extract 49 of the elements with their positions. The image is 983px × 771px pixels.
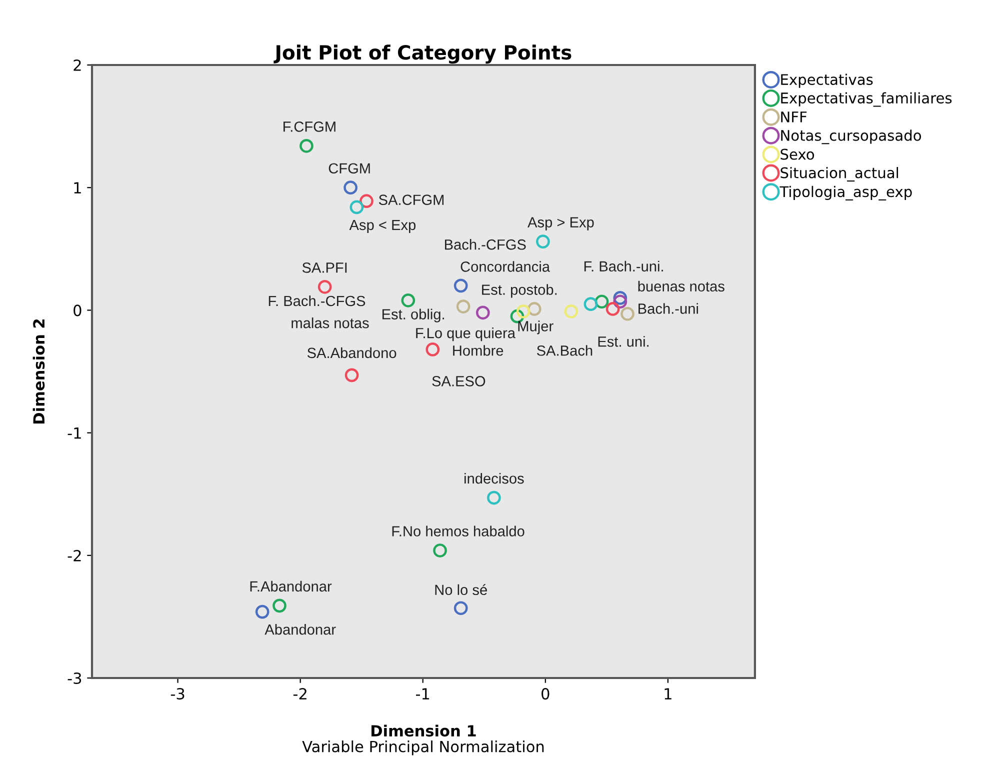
- annotation: F. Bach.-uni.: [584, 260, 663, 272]
- legend-label: Expectativas_familiares: [781, 92, 952, 107]
- annotation: SA.Abandono: [307, 347, 396, 358]
- annotation: Bach.-CFGS: [445, 239, 526, 250]
- annotation: malas notas: [292, 318, 369, 328]
- annotation: F.Lo que quiera: [416, 328, 516, 342]
- y-tick-label: -2: [68, 550, 81, 562]
- legend-label: Situacion_actual: [780, 167, 898, 182]
- annotation: buenas notas: [638, 280, 724, 292]
- legend-label: Tipologia_asp_exp: [780, 186, 912, 200]
- y-tick-label: 2: [74, 59, 81, 71]
- text: Variable Principal Normalization: [302, 740, 544, 756]
- y-axis-title: Dimension 2: [32, 319, 45, 424]
- x-tick-label: -2: [293, 688, 306, 700]
- y-tick-label: 1: [74, 182, 81, 194]
- annotation: F.Abandonar: [250, 580, 332, 592]
- x-tick-label: -3: [170, 688, 184, 700]
- annotation: Asp > Exp: [528, 217, 594, 230]
- x-tick-label: 0: [542, 688, 550, 700]
- x-tick-label: 1: [664, 688, 672, 700]
- annotation: Bach.-uni: [638, 303, 698, 314]
- annotation: CFGM: [328, 163, 370, 174]
- x-tick-label: -1: [416, 688, 430, 700]
- legend-label: Notas_cursopasado: [781, 130, 921, 144]
- y-tick-label: 0: [74, 304, 82, 316]
- annotation: SA.PFI: [302, 262, 347, 273]
- annotation: Abandonar: [264, 624, 336, 635]
- annotation: indecisos: [464, 472, 524, 484]
- annotation: No lo sé: [435, 584, 487, 596]
- legend-label: NFF: [781, 112, 807, 122]
- annotation: Est. oblig.: [382, 308, 444, 322]
- annotation: Est. uni.: [598, 336, 649, 347]
- legend-label: Expectativas: [781, 74, 873, 88]
- annotation: Asp < Exp: [349, 220, 416, 234]
- annotation: Mujer: [518, 320, 554, 334]
- annotation: SA.ESO: [432, 376, 486, 386]
- annotation: Hombre: [453, 345, 504, 356]
- legend-label: Sexo: [780, 148, 814, 160]
- chart-title: Joit Piot of Category Points: [274, 44, 572, 64]
- annotation: F.CFGM: [284, 122, 336, 132]
- annotation: F. Bach.-CFGS: [268, 295, 366, 306]
- annotation: SA.Bach: [536, 345, 592, 356]
- y-tick-label: -1: [68, 427, 81, 439]
- annotation: F.No hemos habaldo: [392, 526, 524, 536]
- y-tick-label: -3: [68, 672, 82, 684]
- annotation: Concordancia: [460, 261, 550, 272]
- annotation: Est. postob.: [482, 284, 557, 298]
- annotation: SA.CFGM: [378, 194, 444, 205]
- x-axis-title: Dimension 1: [372, 724, 476, 737]
